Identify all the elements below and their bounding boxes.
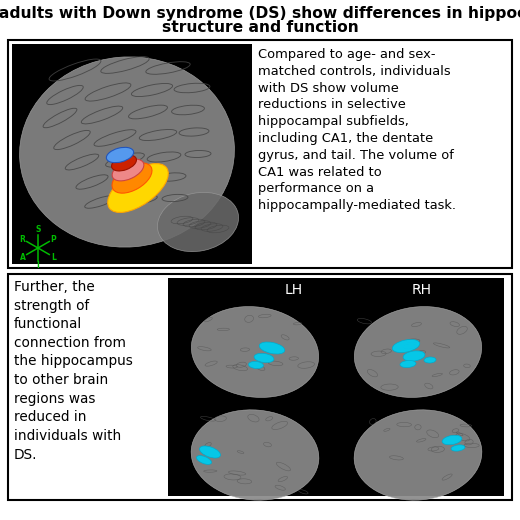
Ellipse shape [158,192,239,252]
Ellipse shape [200,446,220,458]
Ellipse shape [249,361,264,369]
Ellipse shape [254,353,274,362]
Ellipse shape [108,164,168,213]
Ellipse shape [191,410,319,500]
Text: P: P [51,235,57,243]
FancyBboxPatch shape [168,278,504,496]
Text: Young adults with Down syndrome (DS) show differences in hippocampal: Young adults with Down syndrome (DS) sho… [0,6,520,21]
Text: A: A [19,253,25,262]
Ellipse shape [112,163,152,193]
Ellipse shape [424,357,436,363]
Text: LH: LH [285,283,303,297]
FancyBboxPatch shape [8,40,512,268]
Text: Compared to age- and sex-
matched controls, individuals
with DS show volume
redu: Compared to age- and sex- matched contro… [258,48,456,212]
Ellipse shape [197,456,212,464]
Text: RH: RH [412,283,432,297]
Ellipse shape [191,307,319,397]
Text: Further, the
strength of
functional
connection from
the hippocampus
to other bra: Further, the strength of functional conn… [14,280,133,462]
Ellipse shape [107,147,134,163]
Text: I: I [36,262,40,270]
Ellipse shape [451,445,465,451]
Ellipse shape [112,155,136,171]
Ellipse shape [403,351,425,361]
Ellipse shape [400,360,416,368]
Ellipse shape [354,307,482,397]
Text: L: L [51,253,56,262]
Text: R: R [19,235,25,243]
Ellipse shape [442,435,462,445]
Text: S: S [35,226,41,235]
Ellipse shape [20,57,235,247]
Ellipse shape [112,159,144,181]
Ellipse shape [259,342,285,354]
FancyBboxPatch shape [12,44,252,264]
FancyBboxPatch shape [8,274,512,500]
Ellipse shape [354,410,482,500]
Text: structure and function: structure and function [162,20,358,35]
Ellipse shape [392,340,420,353]
